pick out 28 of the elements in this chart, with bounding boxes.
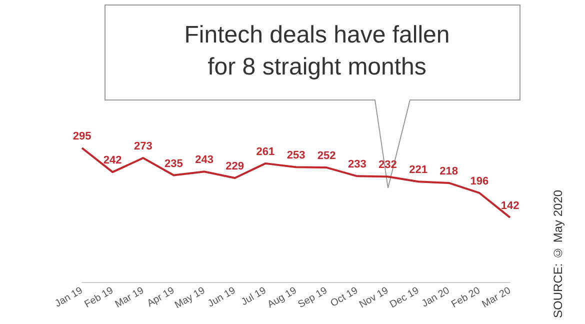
x-tick-label: Jan 20 <box>420 285 452 310</box>
x-tick-label: Jan 19 <box>53 285 86 310</box>
data-label: 252 <box>317 150 336 162</box>
data-label: 196 <box>470 175 489 188</box>
data-label: 142 <box>500 200 520 212</box>
data-label: 242 <box>103 154 122 167</box>
data-label: 243 <box>195 154 214 166</box>
x-tick-label: Feb 20 <box>450 285 483 310</box>
x-tick-label: Dec 19 <box>388 285 422 311</box>
data-label: 295 <box>72 130 92 142</box>
data-label: 218 <box>440 165 458 178</box>
data-label: 235 <box>164 158 183 170</box>
data-label: 229 <box>226 160 244 172</box>
x-tick-label: May 19 <box>173 285 208 312</box>
chart-title: Fintech deals have fallen for 8 straight months <box>184 22 450 80</box>
x-tick-label: Jun 19 <box>206 285 238 310</box>
x-tick-label: Mar 19 <box>113 285 146 310</box>
data-label: 232 <box>378 159 397 172</box>
source-note: SOURCE: © May 2020 <box>551 188 566 318</box>
data-label: 221 <box>409 164 428 176</box>
x-tick-label: Mar 20 <box>480 285 514 310</box>
x-tick-label: Oct 19 <box>328 285 360 310</box>
data-label: 261 <box>256 146 275 158</box>
data-label: 273 <box>134 140 152 152</box>
data-label: 253 <box>286 150 306 162</box>
x-tick-label: Nov 19 <box>358 285 391 311</box>
data-label: 233 <box>348 158 366 171</box>
x-tick-label: Feb 19 <box>82 285 116 310</box>
